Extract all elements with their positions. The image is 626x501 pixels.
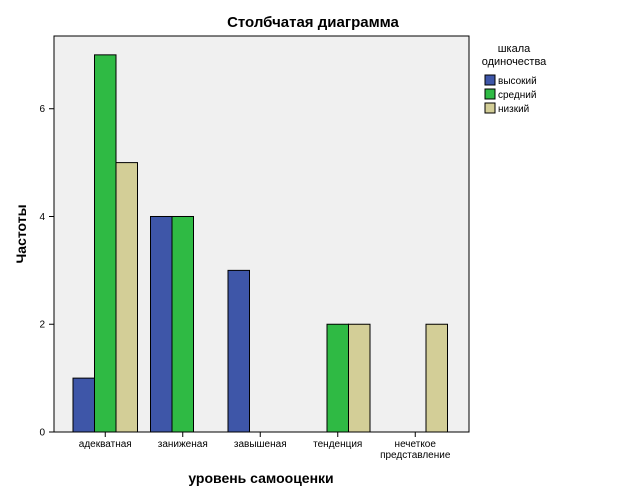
y-tick-label: 4 [39, 212, 45, 223]
legend-swatch [484, 74, 496, 86]
legend-swatch [484, 102, 496, 114]
x-axis-title: уровень самооценки [188, 470, 333, 486]
bar-1-3 [227, 269, 250, 433]
bar-3-5 [425, 323, 448, 433]
x-tick-label: завышеная [234, 439, 287, 450]
chart-title: Столбчатая диаграмма [227, 14, 399, 31]
x-tick-label: тенденция [313, 439, 362, 450]
bar-2-4 [326, 323, 349, 433]
y-axis-title: Частоты [13, 204, 29, 263]
legend-label: низкий [498, 104, 529, 115]
legend-label: высокий [498, 76, 537, 87]
bar-2-1 [94, 54, 117, 433]
y-tick-label: 6 [39, 104, 45, 115]
y-tick-label: 2 [39, 320, 45, 331]
bar-1-2 [150, 215, 173, 433]
bar-3-1 [115, 162, 138, 433]
legend-title: шкала [498, 43, 531, 55]
legend-swatch [484, 88, 496, 100]
bar-1-1 [72, 377, 95, 433]
legend-title: одиночества [482, 56, 547, 68]
x-tick-label: адекватная [79, 439, 132, 450]
x-tick-label: нечеткое [395, 439, 437, 450]
y-tick-label: 0 [39, 428, 45, 439]
bar-2-2 [171, 215, 194, 433]
x-tick-label: заниженая [158, 439, 208, 450]
y-axis: 0 2 4 6 [39, 104, 54, 439]
bar-3-4 [348, 323, 371, 433]
x-axis: адекватная заниженая завышеная тенденция неч… [79, 432, 451, 461]
x-tick-label: представление [380, 450, 451, 461]
bars-group [72, 54, 448, 433]
legend-label: средний [498, 90, 536, 101]
